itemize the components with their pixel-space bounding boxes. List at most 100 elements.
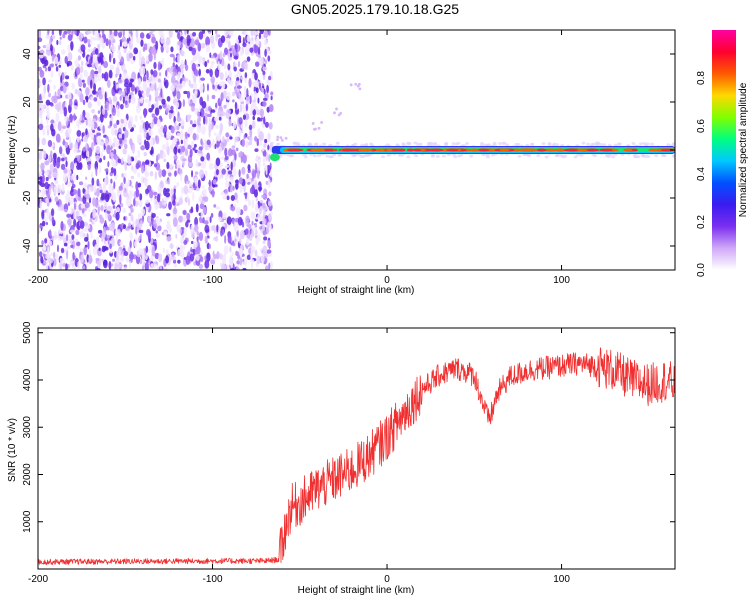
noise-speckle xyxy=(69,113,73,123)
noise-speckle xyxy=(46,207,50,217)
noise-speckle xyxy=(60,247,65,254)
noise-speckle xyxy=(138,229,144,234)
noise-speckle xyxy=(157,153,160,161)
noise-speckle xyxy=(43,85,47,94)
noise-speckle xyxy=(77,91,81,97)
noise-speckle xyxy=(47,66,52,72)
noise-speckle xyxy=(93,76,98,84)
noise-speckle xyxy=(258,186,263,192)
noise-speckle xyxy=(188,100,191,105)
noise-speckle xyxy=(194,216,198,227)
noise-speckle xyxy=(266,84,270,94)
noise-speckle xyxy=(78,197,84,202)
noise-speckle xyxy=(38,66,42,72)
signal-halo xyxy=(672,154,675,158)
noise-speckle xyxy=(254,249,258,257)
noise-speckle xyxy=(259,216,264,220)
noise-speckle xyxy=(155,135,160,145)
noise-speckle xyxy=(261,87,264,93)
noise-speckle xyxy=(179,236,184,244)
noise-speckle xyxy=(173,192,176,203)
noise-speckle xyxy=(200,210,204,219)
noise-speckle xyxy=(227,109,232,114)
noise-speckle xyxy=(79,220,85,229)
signal-halo xyxy=(485,155,490,159)
noise-speckle xyxy=(119,137,123,145)
noise-speckle xyxy=(121,173,124,178)
noise-speckle xyxy=(261,252,264,257)
noise-speckle xyxy=(55,112,60,123)
noise-speckle xyxy=(210,259,216,265)
noise-speckle xyxy=(103,155,106,161)
noise-speckle xyxy=(197,42,202,52)
noise-speckle xyxy=(222,212,227,220)
noise-speckle xyxy=(162,247,166,254)
noise-speckle xyxy=(250,251,253,261)
noise-speckle xyxy=(168,112,172,120)
x-tick-label: 100 xyxy=(553,275,570,286)
noise-speckle xyxy=(86,30,92,35)
noise-speckle xyxy=(122,224,127,230)
signal-halo xyxy=(427,141,432,145)
signal-halo xyxy=(360,143,365,147)
noise-speckle xyxy=(251,170,257,179)
noise-speckle xyxy=(176,125,180,131)
signal-halo xyxy=(643,154,648,158)
noise-speckle xyxy=(122,207,126,214)
noise-speckle xyxy=(242,267,247,270)
noise-speckle xyxy=(200,125,206,135)
noise-speckle xyxy=(146,70,149,81)
noise-speckle xyxy=(188,79,191,87)
noise-speckle xyxy=(225,132,230,138)
noise-speckle xyxy=(156,118,161,128)
noise-speckle xyxy=(79,73,83,80)
noise-speckle xyxy=(60,203,65,211)
noise-speckle xyxy=(250,103,256,111)
noise-speckle xyxy=(183,240,188,246)
noise-speckle xyxy=(84,202,90,209)
noise-speckle xyxy=(240,123,244,129)
noise-speckle xyxy=(176,182,180,187)
noise-speckle xyxy=(45,51,51,55)
noise-speckle xyxy=(134,155,138,164)
noise-speckle xyxy=(70,244,74,249)
noise-speckle xyxy=(165,249,169,255)
noise-speckle xyxy=(174,30,179,33)
noise-speckle xyxy=(51,216,55,225)
noise-speckle xyxy=(211,188,215,198)
noise-speckle xyxy=(218,216,222,222)
noise-speckle xyxy=(48,79,53,83)
noise-speckle xyxy=(97,73,102,82)
noise-speckle xyxy=(55,159,61,169)
noise-speckle xyxy=(96,32,100,41)
noise-speckle xyxy=(56,244,60,253)
noise-speckle xyxy=(262,202,266,209)
noise-speckle xyxy=(127,156,132,165)
noise-speckle xyxy=(96,91,99,98)
noise-speckle xyxy=(263,236,268,241)
noise-speckle xyxy=(43,59,49,67)
noise-speckle xyxy=(224,164,230,168)
noise-speckle xyxy=(202,57,206,61)
noise-speckle xyxy=(87,240,90,250)
noise-speckle xyxy=(264,48,267,57)
noise-speckle xyxy=(68,169,72,175)
noise-speckle xyxy=(253,189,258,198)
noise-speckle xyxy=(50,63,55,68)
noise-speckle xyxy=(42,253,45,257)
noise-speckle xyxy=(269,260,273,270)
noise-speckle xyxy=(68,234,71,243)
noise-speckle xyxy=(93,30,98,37)
noise-speckle xyxy=(251,199,255,209)
noise-speckle xyxy=(56,184,62,194)
noise-speckle xyxy=(151,46,156,55)
noise-speckle xyxy=(203,220,209,225)
noise-speckle xyxy=(268,121,273,130)
noise-speckle xyxy=(268,104,274,113)
noise-speckle xyxy=(45,176,49,182)
noise-speckle xyxy=(101,30,105,36)
noise-speckle xyxy=(196,52,200,59)
noise-speckle xyxy=(187,126,193,136)
noise-speckle xyxy=(255,155,259,163)
noise-speckle xyxy=(239,256,243,266)
